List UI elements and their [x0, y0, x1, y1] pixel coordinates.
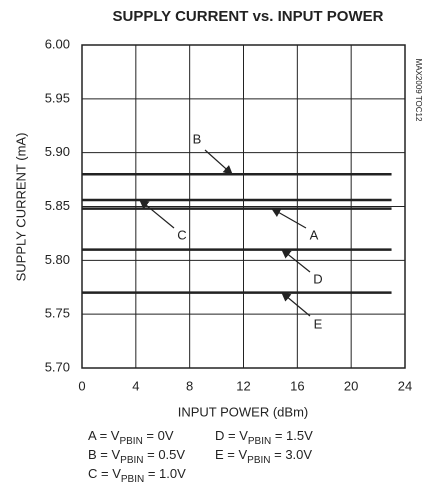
y-tick-label: 5.70 [45, 359, 70, 374]
x-tick-label: 16 [290, 378, 304, 393]
x-tick-label: 24 [398, 378, 412, 393]
legend-suffix: = 0.5V [144, 447, 186, 462]
legend-prefix: C = V [88, 466, 121, 481]
annotation-arrow [139, 199, 175, 229]
y-tick-label: 5.75 [45, 306, 70, 321]
series-label: E [314, 316, 323, 331]
series-label: D [313, 271, 322, 286]
legend-entry: A = VPBIN = 0V [88, 428, 174, 446]
legend-entry: E = VPBIN = 3.0V [215, 447, 312, 465]
series-label: B [193, 131, 202, 146]
x-tick-label: 12 [236, 378, 250, 393]
y-axis-label: SUPPLY CURRENT (mA) [13, 133, 28, 282]
legend-sub: PBIN [119, 436, 142, 447]
annotation-arrow [281, 248, 311, 273]
legend-suffix: = 1.0V [144, 466, 186, 481]
x-tick-label: 4 [132, 378, 139, 393]
legend-sub: PBIN [247, 455, 270, 466]
annotation-arrow [204, 149, 233, 176]
series-label: A [310, 227, 319, 242]
series-label: C [177, 227, 186, 242]
legend-entry: B = VPBIN = 0.5V [88, 447, 185, 465]
y-tick-label: 5.85 [45, 198, 70, 213]
x-tick-label: 20 [344, 378, 358, 393]
y-tick-label: 5.80 [45, 252, 70, 267]
annotation-arrow [270, 208, 307, 229]
legend-prefix: D = V [215, 428, 248, 443]
y-tick-label: 5.95 [45, 90, 70, 105]
legend-suffix: = 1.5V [271, 428, 313, 443]
chart-title: SUPPLY CURRENT vs. INPUT POWER [113, 8, 384, 25]
legend-prefix: E = V [215, 447, 247, 462]
annotation-arrow [281, 291, 311, 317]
legend-suffix: = 3.0V [271, 447, 313, 462]
x-axis-label: INPUT POWER (dBm) [178, 404, 309, 419]
legend-prefix: B = V [88, 447, 120, 462]
x-tick-label: 8 [186, 378, 193, 393]
legend-prefix: A = V [88, 428, 120, 443]
y-tick-label: 6.00 [45, 36, 70, 51]
legend-sub: PBIN [121, 474, 144, 485]
legend-sub: PBIN [248, 436, 271, 447]
legend-suffix: = 0V [143, 428, 174, 443]
legend-entry: D = VPBIN = 1.5V [215, 428, 313, 446]
x-tick-label: 0 [78, 378, 85, 393]
legend-sub: PBIN [120, 455, 143, 466]
y-tick-label: 5.90 [45, 144, 70, 159]
legend-entry: C = VPBIN = 1.0V [88, 466, 186, 484]
side-note: MAX2009 TOC12 [414, 59, 423, 122]
